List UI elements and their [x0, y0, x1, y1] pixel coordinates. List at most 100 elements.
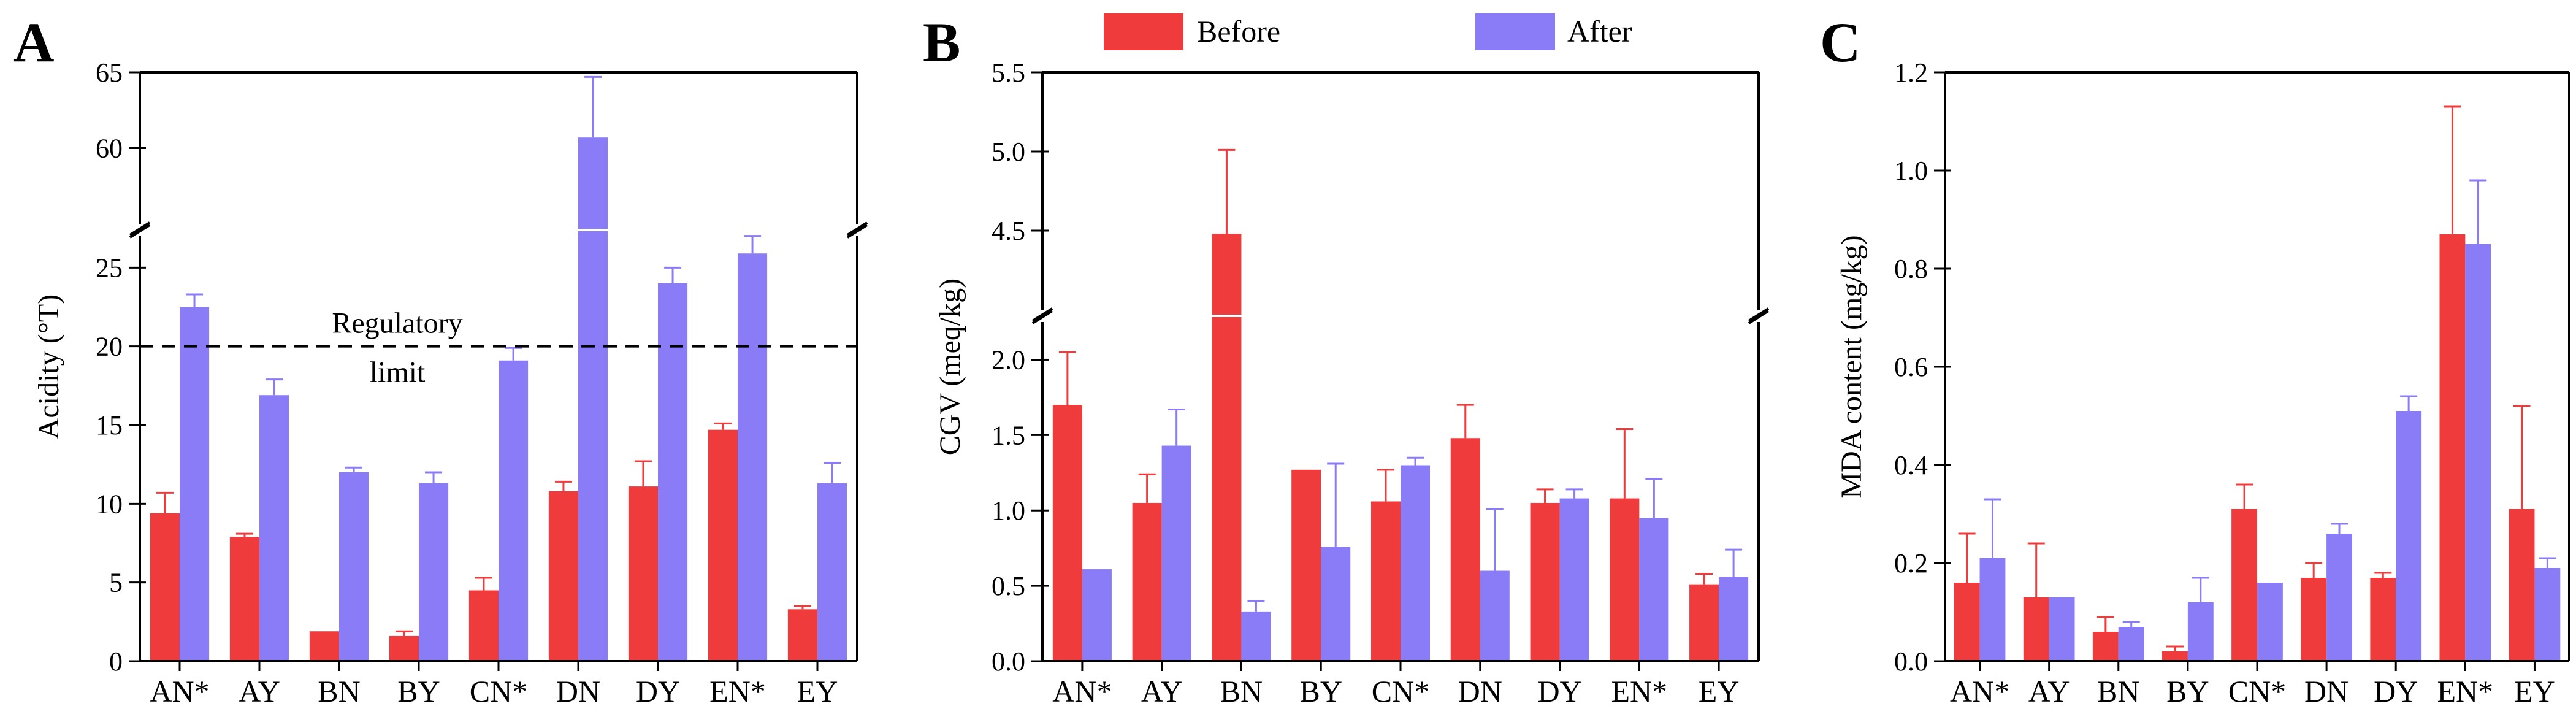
axis-break-mark	[1031, 310, 1053, 324]
x-tick-label-enstar: EN*	[2437, 674, 2494, 708]
bar-after-ay	[259, 395, 289, 661]
bar-before-enstar	[1610, 498, 1640, 661]
bar-before-by	[1291, 469, 1321, 661]
x-tick-label-dn: DN	[1458, 674, 1502, 708]
bar-after-dy	[1559, 498, 1589, 661]
bar-after-dn	[578, 137, 608, 661]
y-tick-label: 5.0	[992, 137, 1025, 167]
x-tick-label-ay: AY	[2028, 674, 2070, 708]
bar-after-anstar	[1979, 558, 2006, 661]
bar-before-dn	[1450, 438, 1480, 661]
bar-before-ay	[229, 537, 259, 661]
x-tick-label-dy: DY	[1537, 674, 1581, 708]
x-tick-label-ey: EY	[797, 674, 838, 708]
axis-break-mark	[129, 221, 151, 236]
bar-after-cnstar	[2257, 583, 2283, 661]
chart-a: Regulatory limit 0 5 10 15 20 25 60 65 AN* AY BN BY CN…	[13, 11, 876, 708]
bar-after-enstar	[2465, 244, 2491, 661]
legend: Before After	[1104, 13, 1632, 50]
regulatory-limit-label-line2: limit	[370, 356, 426, 389]
bar-after-bn	[339, 472, 369, 661]
bar-after-by	[2187, 602, 2214, 661]
y-axis-label: Acidity (°T)	[32, 294, 65, 439]
bar-after-dn	[2326, 534, 2352, 661]
y-tick-label: 15	[96, 410, 123, 440]
legend-after-swatch	[1475, 13, 1555, 50]
bar-after-ay	[2049, 597, 2075, 661]
bar-before-bn	[309, 631, 339, 661]
bar-before-by	[389, 635, 419, 661]
y-tick-label: 5.5	[992, 58, 1025, 88]
y-tick-label: 0.0	[1894, 646, 1928, 677]
axis-break-mark	[846, 221, 868, 236]
y-tick-label: 60	[96, 134, 123, 164]
bar-after-ay	[1161, 445, 1191, 661]
bar-after-anstar	[1082, 569, 1112, 661]
bar-after-by	[1321, 547, 1351, 661]
bar-after-by	[419, 483, 449, 661]
y-tick-label: 65	[96, 58, 123, 88]
bar-before-enstar	[708, 429, 738, 661]
bar-after-bn	[1241, 611, 1271, 661]
bar-after-enstar	[738, 253, 768, 661]
bar-before-bn	[1212, 234, 1242, 661]
bar-before-dy	[2370, 578, 2396, 661]
bar-before-cnstar	[468, 590, 499, 661]
y-tick-label: 4.5	[992, 216, 1025, 246]
axis-break-mark	[1031, 307, 1053, 322]
y-tick-label: 1.0	[992, 496, 1025, 526]
y-tick-label: 5	[109, 568, 123, 598]
x-tick-label-by: BY	[1299, 674, 1342, 708]
bar-after-ey	[1719, 577, 1749, 661]
bar-before-ey	[787, 609, 817, 661]
x-tick-label-bn: BN	[1220, 674, 1263, 708]
x-tick-label-dn: DN	[2304, 674, 2349, 708]
bar-before-by	[2162, 651, 2188, 661]
bar-before-cnstar	[2231, 509, 2257, 661]
axis-break-mark	[1748, 310, 1770, 324]
bar-before-ey	[2509, 509, 2535, 661]
bar-after-cnstar	[499, 360, 529, 661]
panel-label: B	[923, 11, 960, 74]
y-tick-label: 0.4	[1894, 450, 1928, 480]
y-tick-label: 1.0	[1894, 156, 1928, 186]
bar-after-ey	[817, 483, 847, 661]
x-tick-label-ey: EY	[1699, 674, 1740, 708]
axis-break-gap	[121, 229, 876, 231]
bar-before-dn	[548, 491, 578, 661]
x-tick-label-by: BY	[2166, 674, 2209, 708]
bar-after-dy	[658, 283, 688, 661]
y-tick-label: 0.2	[1894, 548, 1928, 578]
x-tick-label-ey: EY	[2514, 674, 2555, 708]
bar-after-cnstar	[1401, 465, 1431, 661]
y-tick-label: 20	[96, 332, 123, 362]
axis-break-mark	[1748, 307, 1770, 322]
chart-b: 0.0 0.5 1.0 1.5 2.0 4.5 5.0 5.5 AN* AY BN BY CN* DN DY…	[923, 11, 1777, 708]
legend-before-label: Before	[1197, 14, 1280, 48]
bar-before-anstar	[1052, 405, 1082, 661]
axis-break-mark	[846, 224, 868, 239]
y-tick-label: 1.2	[1894, 58, 1928, 88]
x-tick-label-ay: AY	[239, 674, 280, 708]
x-tick-label-bn: BN	[2097, 674, 2139, 708]
x-tick-label-by: BY	[397, 674, 440, 708]
bar-before-dy	[1530, 502, 1560, 661]
bar-after-enstar	[1639, 518, 1669, 661]
bar-before-cnstar	[1370, 501, 1401, 661]
x-tick-label-anstar: AN*	[150, 674, 209, 708]
y-tick-label: 0.0	[992, 646, 1025, 677]
y-axis-label: CGV (meq/kg)	[934, 278, 966, 455]
bar-before-ay	[2023, 597, 2049, 661]
x-tick-label-enstar: EN*	[1611, 674, 1668, 708]
x-tick-label-dn: DN	[556, 674, 600, 708]
panel-label: C	[1820, 11, 1860, 74]
bar-before-dy	[628, 486, 658, 661]
bar-before-ay	[1132, 502, 1162, 661]
bar-before-enstar	[2439, 234, 2466, 661]
legend-before-swatch	[1104, 13, 1183, 50]
bar-before-anstar	[1954, 583, 1980, 661]
y-tick-label: 10	[96, 489, 123, 519]
y-tick-label: 0.5	[992, 571, 1025, 601]
x-tick-label-cnstar: CN*	[1372, 674, 1429, 708]
